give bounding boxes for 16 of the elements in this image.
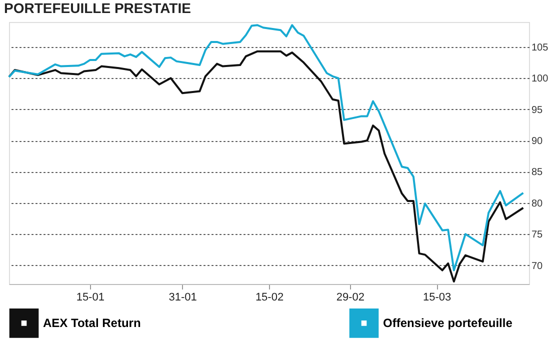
y-tick-label: 70 [532, 260, 544, 272]
x-tick-label: 31-01 [168, 292, 197, 304]
y-tick-label: 100 [532, 74, 549, 85]
y-tick-label: 75 [532, 230, 544, 241]
x-tick-label: 15-02 [255, 292, 284, 304]
chart-title: PORTEFEUILLE PRESTATIE [4, 0, 191, 16]
x-tick-label: 15-03 [422, 292, 452, 304]
x-tick-label: 15-01 [76, 292, 104, 304]
y-tick-label: 80 [532, 198, 544, 210]
y-tick-label: 90 [532, 136, 544, 148]
y-tick-label: 105 [532, 42, 549, 54]
legend-label: Offensieve portefeuille [383, 316, 513, 330]
y-tick-label: 95 [532, 104, 544, 116]
legend-label: AEX Total Return [43, 316, 141, 330]
y-tick-label: 85 [532, 167, 544, 178]
x-tick-label: 29-02 [336, 292, 364, 304]
